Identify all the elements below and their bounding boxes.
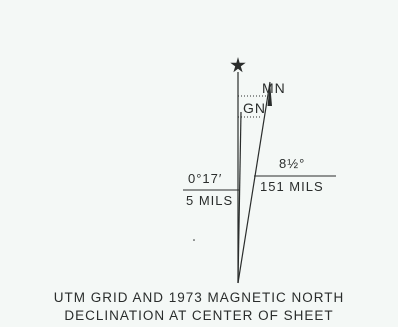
gn-declination-degrees: 0°17′ (188, 171, 222, 186)
grid-north-label: GN (243, 100, 266, 116)
magnetic-north-arrowhead-icon (267, 82, 272, 106)
grid-north-line (237, 111, 242, 284)
speck (193, 239, 195, 241)
mn-declination-mils: 151 MILS (260, 179, 324, 194)
magnetic-north-label: MN (262, 80, 286, 96)
true-north-star-icon (230, 57, 246, 73)
caption-line-1: UTM GRID AND 1973 MAGNETIC NORTH (53, 290, 345, 305)
gn-declination-mils: 5 MILS (186, 193, 233, 208)
magnetic-north-line (237, 81, 271, 284)
mn-declination-degrees: 8½° (279, 156, 305, 171)
caption-line-2: DECLINATION AT CENTER OF SHEET (64, 308, 334, 323)
